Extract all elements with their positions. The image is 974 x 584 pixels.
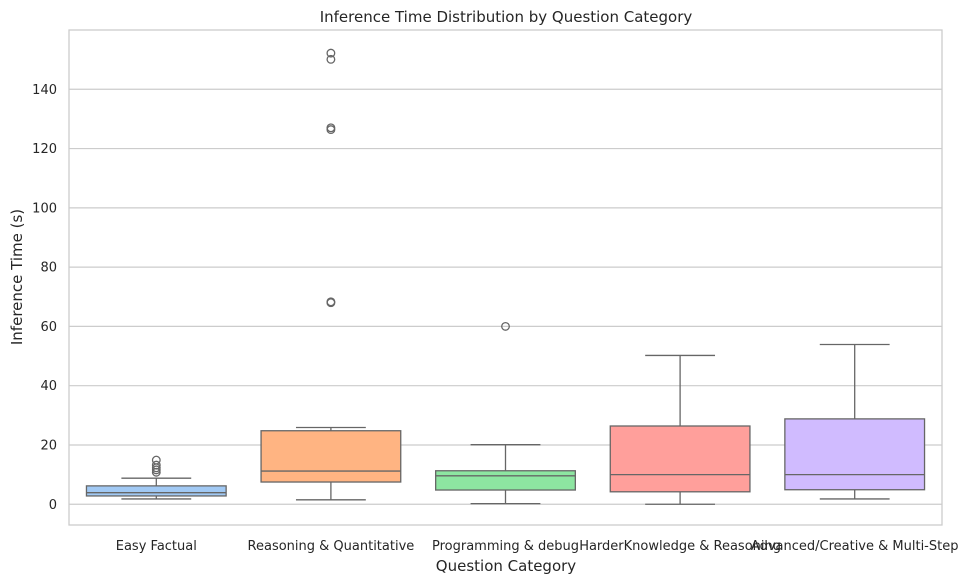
x-axis-title: Question Category <box>436 557 576 575</box>
box-group-4 <box>609 354 751 505</box>
outlier-point <box>326 123 336 133</box>
y-tick-label-0: 0 <box>49 498 57 513</box>
outlier-point <box>326 54 336 64</box>
x-tick-label-4: HarderKnowledge & Reasoning <box>579 539 781 554</box>
y-tick-label-40: 40 <box>40 379 57 394</box>
box-iqr <box>85 485 227 497</box>
y-tick-label-60: 60 <box>40 320 57 335</box>
box-group-2 <box>260 48 402 501</box>
y-tick-label-140: 140 <box>32 83 57 98</box>
box-iqr <box>260 430 402 483</box>
y-tick-label-100: 100 <box>32 201 57 216</box>
box-group-3 <box>435 321 576 505</box>
y-tick-labels: 0 20 40 60 80 100 120 140 <box>32 83 57 513</box>
x-tick-label-3: Programming & debug <box>432 539 579 554</box>
x-tick-label-2: Reasoning & Quantitative <box>248 539 415 554</box>
boxes-layer <box>85 48 926 505</box>
x-tick-labels: Easy Factual Reasoning & Quantitative Prog… <box>116 539 959 554</box>
box-iqr <box>435 470 576 491</box>
box-group-5 <box>784 343 926 500</box>
y-tick-label-80: 80 <box>40 261 57 276</box>
x-tick-label-5: Advanced/Creative & Multi-Step <box>751 539 959 554</box>
chart-title: Inference Time Distribution by Question … <box>320 8 693 26</box>
outlier-point <box>151 455 161 465</box>
outlier-point <box>326 297 336 307</box>
y-tick-label-120: 120 <box>32 142 57 157</box>
outlier-point <box>151 460 161 470</box>
box-iqr <box>784 418 926 491</box>
y-axis-title: Inference Time (s) <box>8 209 26 345</box>
outlier-point <box>501 321 510 331</box>
outlier-point <box>326 48 336 58</box>
y-tick-label-20: 20 <box>40 438 57 453</box>
grid-lines <box>69 88 942 505</box>
plot-frame <box>68 29 943 526</box>
box-iqr <box>609 425 751 493</box>
x-tick-label-1: Easy Factual <box>116 539 197 554</box>
box-group-1 <box>85 455 227 500</box>
